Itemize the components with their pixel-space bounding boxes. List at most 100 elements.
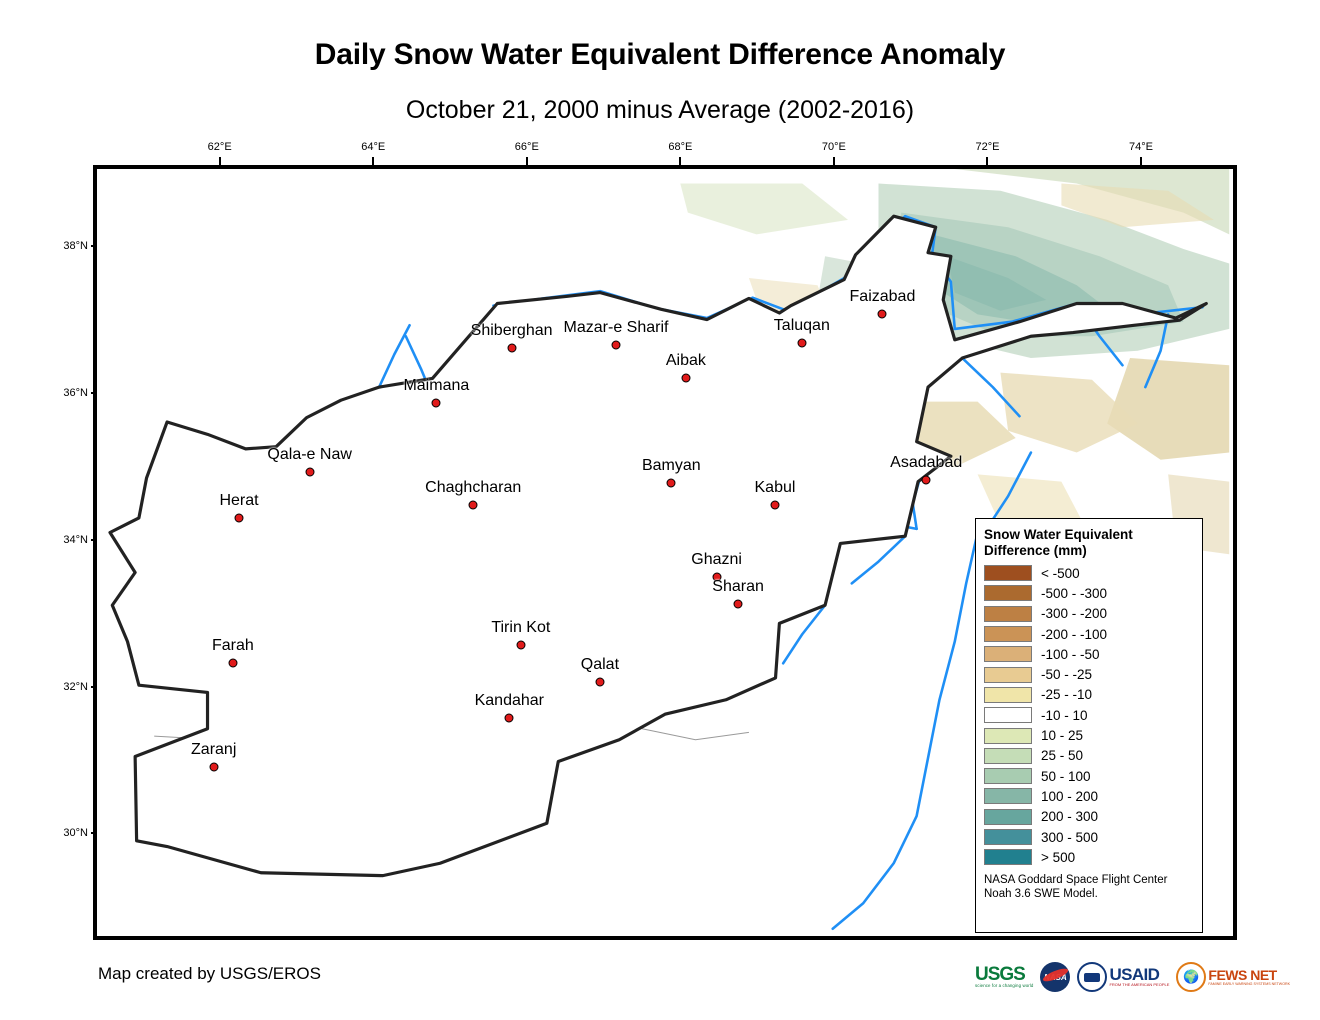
lat-tick-label: 34°N xyxy=(63,533,88,546)
fews-net-logo: 🌍 FEWS NET FAMINE EARLY WARNING SYSTEMS … xyxy=(1176,962,1290,992)
city-marker-sharan[interactable] xyxy=(733,599,743,609)
map-canvas xyxy=(108,169,1230,931)
legend-range-label: < -500 xyxy=(1041,565,1080,581)
afghanistan-outline xyxy=(108,214,1208,878)
lon-tick-label: 66°E xyxy=(514,141,539,153)
lon-tick-label: 74°E xyxy=(1129,141,1154,153)
city-label: Asadabad xyxy=(890,453,963,471)
legend-range-label: 200 - 300 xyxy=(1041,809,1099,825)
legend-color-swatch xyxy=(984,849,1032,866)
legend-panel: Snow Water Equivalent Difference (mm) < … xyxy=(975,518,1203,933)
legend-color-swatch xyxy=(984,585,1032,602)
legend-range-label: 10 - 25 xyxy=(1041,728,1084,744)
legend-range-label: -25 - -10 xyxy=(1041,687,1093,703)
legend-color-swatch xyxy=(984,747,1032,764)
city-marker-asadabad[interactable] xyxy=(921,475,931,485)
lon-tick-mark xyxy=(218,157,221,166)
city-marker-farah[interactable] xyxy=(228,658,238,668)
lon-tick-mark xyxy=(679,157,682,166)
legend-color-swatch xyxy=(984,646,1032,663)
city-marker-faizabad[interactable] xyxy=(877,309,887,319)
legend-range-label: -50 - -25 xyxy=(1041,667,1093,683)
city-marker-kandahar[interactable] xyxy=(504,713,514,723)
legend-row: 200 - 300 xyxy=(984,807,1202,827)
legend-range-label: -100 - -50 xyxy=(1041,646,1100,662)
lon-tick-label: 64°E xyxy=(361,141,386,153)
lon-tick-label: 72°E xyxy=(975,141,1000,153)
legend-color-swatch xyxy=(984,686,1032,703)
city-marker-herat[interactable] xyxy=(234,513,244,523)
legend-color-swatch xyxy=(984,666,1032,683)
city-label: Faizabad xyxy=(849,288,916,306)
legend-range-label: 300 - 500 xyxy=(1041,829,1099,845)
usgs-logo: USGS science for a changing world xyxy=(975,962,1033,992)
lon-tick-mark xyxy=(525,157,528,166)
city-label: Aibak xyxy=(665,351,706,369)
city-marker-mazar-e-sharif[interactable] xyxy=(611,340,621,350)
nasa-logo-circle: NASA xyxy=(1040,962,1071,992)
legend-row: > 500 xyxy=(984,847,1202,867)
map-credit: Map created by USGS/EROS xyxy=(98,964,321,983)
legend-color-swatch xyxy=(984,788,1032,805)
lon-tick-label: 70°E xyxy=(821,141,846,153)
lon-tick-mark xyxy=(832,157,835,166)
city-marker-shiberghan[interactable] xyxy=(507,343,517,352)
city-marker-aibak[interactable] xyxy=(681,373,691,383)
river xyxy=(831,531,979,931)
usgs-logo-tagline: science for a changing world xyxy=(975,983,1034,988)
city-label: Bamyan xyxy=(641,457,701,475)
legend-note-line1: NASA Goddard Space Flight Center xyxy=(984,874,1168,887)
lat-tick-label: 36°N xyxy=(63,386,88,399)
city-label: Maimana xyxy=(403,376,470,394)
city-marker-tirin-kot[interactable] xyxy=(516,640,526,650)
city-label: Qala-e Naw xyxy=(267,445,352,463)
usaid-logo-tagline: FROM THE AMERICAN PEOPLE xyxy=(1109,982,1170,987)
lon-tick-mark xyxy=(372,157,375,166)
legend-row: -500 - -300 xyxy=(984,583,1202,603)
page-subtitle: October 21, 2000 minus Average (2002-201… xyxy=(405,96,915,124)
legend-range-label: 50 - 100 xyxy=(1041,768,1091,784)
lat-tick-label: 32°N xyxy=(63,680,88,693)
city-marker-zaranj[interactable] xyxy=(209,762,219,772)
city-marker-ghazni[interactable] xyxy=(712,572,722,582)
city-marker-kabul[interactable] xyxy=(770,500,780,510)
usgs-logo-text: USGS xyxy=(975,964,1026,985)
legend-row: 25 - 50 xyxy=(984,746,1202,766)
city-marker-qala-e-naw[interactable] xyxy=(305,467,315,477)
city-marker-bamyan[interactable] xyxy=(666,478,676,488)
legend-range-label: > 500 xyxy=(1041,849,1076,865)
province-boundary xyxy=(642,728,749,741)
usaid-seal-icon xyxy=(1077,962,1108,992)
legend-color-swatch xyxy=(984,829,1032,845)
legend-range-label: -200 - -100 xyxy=(1041,626,1108,642)
city-marker-chaghcharan[interactable] xyxy=(468,500,478,510)
fews-globe-icon: 🌍 xyxy=(1176,962,1207,992)
legend-row: -50 - -25 xyxy=(984,664,1202,684)
city-label: Ghazni xyxy=(691,550,742,568)
terrain-patch xyxy=(977,474,1085,526)
fews-net-logo-tagline: FAMINE EARLY WARNING SYSTEMS NETWORK xyxy=(1208,981,1290,986)
city-marker-taluqan[interactable] xyxy=(797,338,807,348)
terrain-patch xyxy=(931,234,1115,326)
terrain-patch xyxy=(825,169,1230,235)
legend-source-note: NASA Goddard Space Flight Center Noah 3.… xyxy=(984,874,1202,901)
fews-net-logo-text: FEWS NET xyxy=(1208,966,1277,983)
city-label: Kandahar xyxy=(474,692,544,710)
lon-tick-label: 68°E xyxy=(668,141,693,153)
city-marker-maimana[interactable] xyxy=(431,398,441,408)
city-label: Herat xyxy=(219,491,259,509)
lat-tick-label: 30°N xyxy=(63,827,88,840)
legend-row: -10 - 10 xyxy=(984,705,1202,725)
legend-entries: < -500 -500 - -300 -300 - -200 -200 - -100 -… xyxy=(984,563,1202,867)
river xyxy=(850,534,907,585)
city-label: Taluqan xyxy=(773,317,830,335)
city-marker-qalat[interactable] xyxy=(595,677,605,687)
legend-range-label: -500 - -300 xyxy=(1041,585,1108,601)
legend-title: Snow Water Equivalent Difference (mm) xyxy=(984,527,1184,559)
legend-row: -200 - -100 xyxy=(984,624,1202,644)
legend-color-swatch xyxy=(984,626,1032,643)
legend-title-line2: Difference (mm) xyxy=(984,543,1087,558)
legend-color-swatch xyxy=(984,768,1032,785)
river xyxy=(1144,313,1170,389)
city-label: Sharan xyxy=(712,577,764,595)
